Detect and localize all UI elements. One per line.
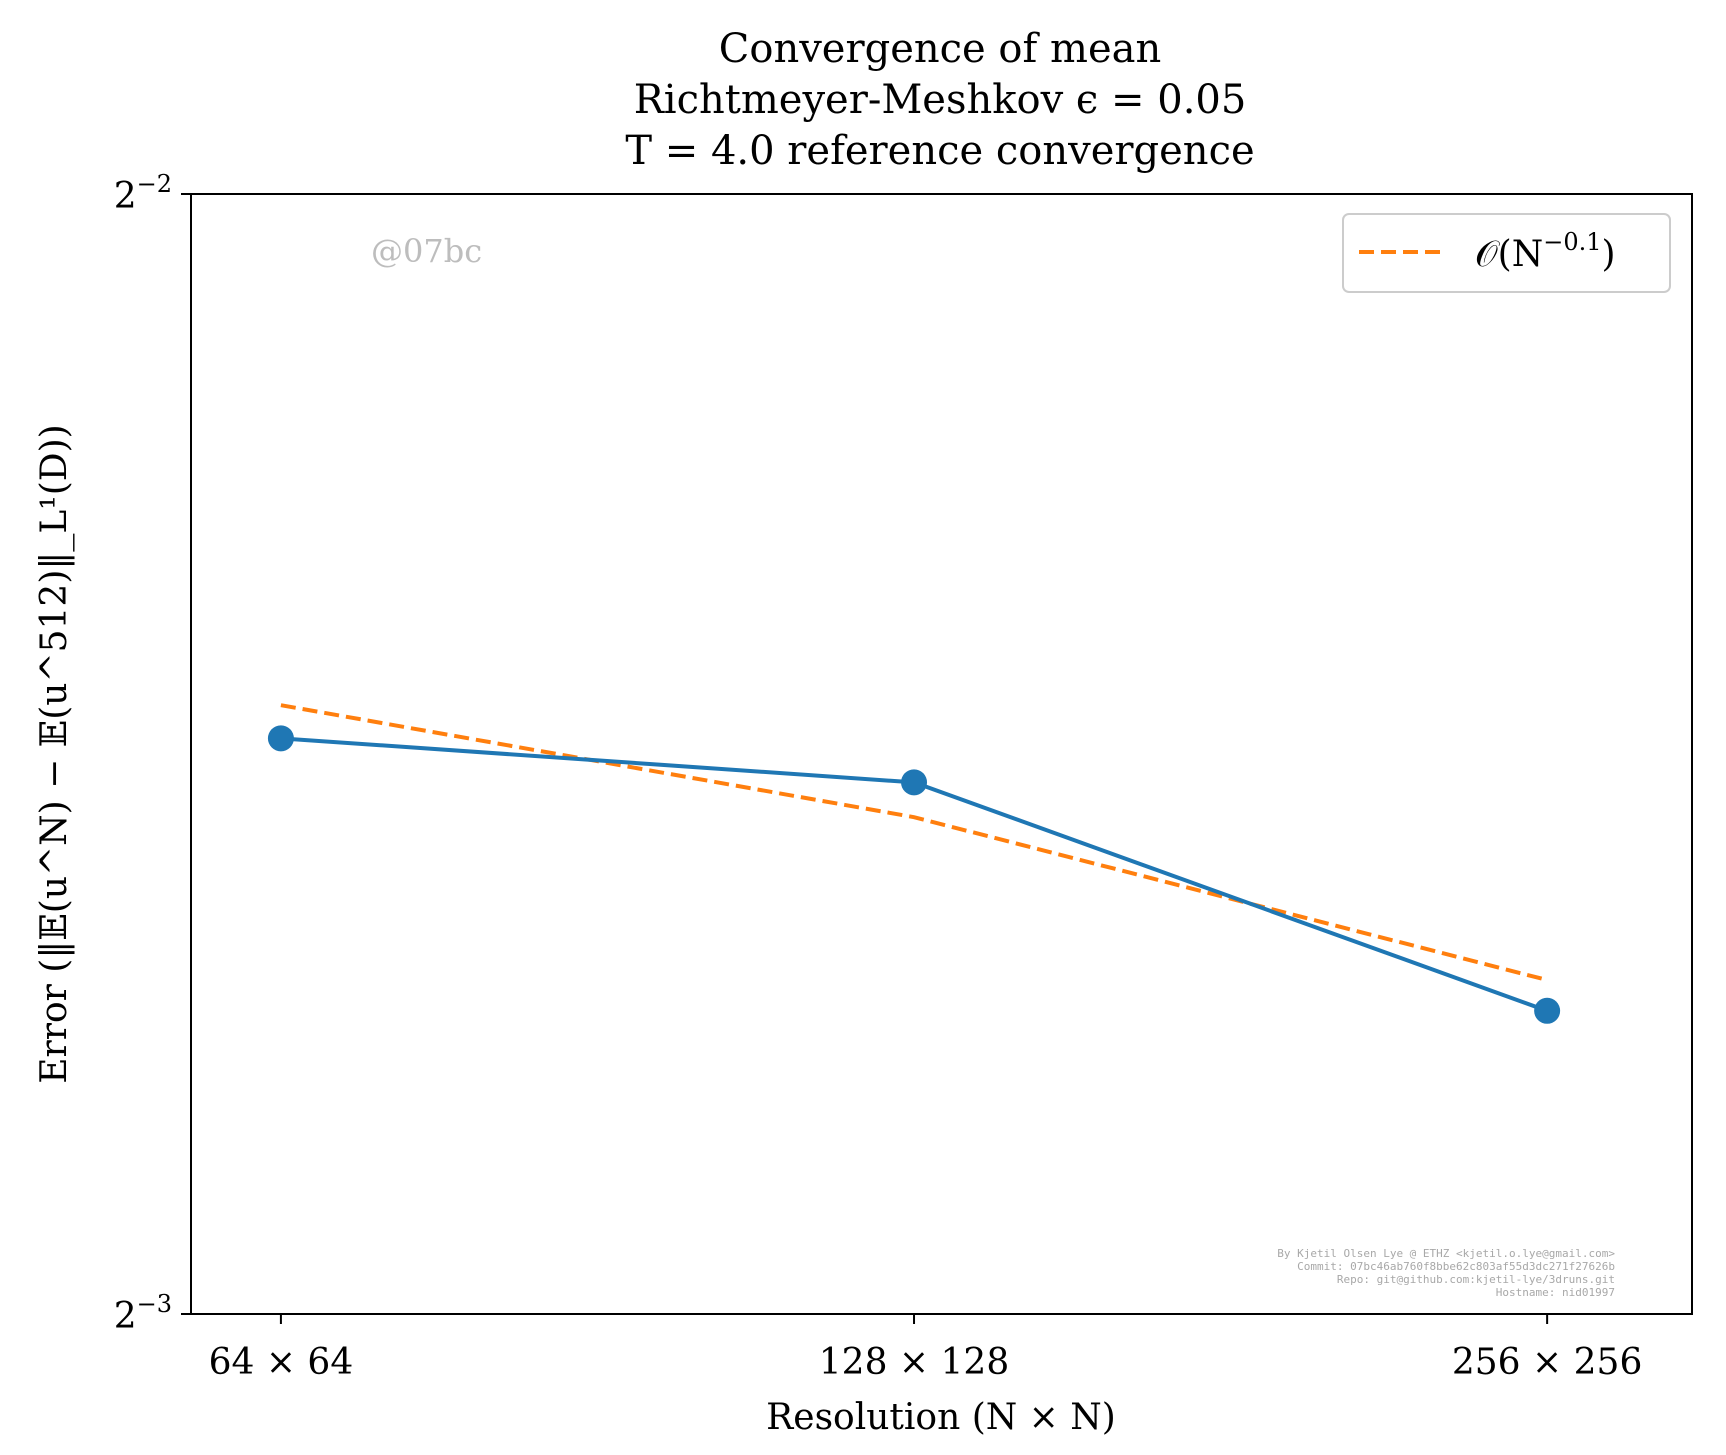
- credit-line-4: Hostname: nid01997: [1496, 1286, 1615, 1299]
- y-tick-label-2: 2−2: [114, 170, 172, 217]
- data-point-2: [901, 769, 928, 796]
- y-tick-label-1: 2−3: [114, 1290, 172, 1337]
- x-tick-label-2: 128 × 128: [819, 1342, 1009, 1383]
- data-point-3: [1534, 997, 1561, 1024]
- chart-title-line-3: T = 4.0 reference convergence: [625, 128, 1254, 174]
- legend: 𝒪(N−0.1): [1342, 213, 1671, 293]
- credit-line-1: By Kjetil Olsen Lye @ ETHZ <kjetil.o.lye…: [1277, 1247, 1615, 1260]
- y-axis: 2−3 2−2 Error (‖𝔼(u^N) − 𝔼(u^512)‖_L¹(D)…: [34, 170, 191, 1337]
- x-tick-label-1: 64 × 64: [209, 1342, 354, 1383]
- x-tick-label-3: 256 × 256: [1452, 1342, 1642, 1383]
- credit-line-3: Repo: git@github.com:kjetil-lye/3druns.g…: [1337, 1273, 1615, 1286]
- credits: By Kjetil Olsen Lye @ ETHZ <kjetil.o.lye…: [1277, 1247, 1615, 1299]
- x-axis-label: Resolution (N × N): [766, 1397, 1116, 1438]
- credit-line-2: Commit: 07bc46ab760f8bbe62c803af55d3dc27…: [1297, 1260, 1615, 1273]
- watermark: @07bc: [371, 232, 482, 270]
- data-point-1: [267, 725, 294, 752]
- legend-box: [1342, 213, 1671, 293]
- x-axis: 64 × 64 128 × 128 256 × 256 Resolution (…: [209, 1314, 1642, 1438]
- series-line-reference: [280, 703, 1548, 982]
- y-axis-label: Error (‖𝔼(u^N) − 𝔼(u^512)‖_L¹(D)): [34, 424, 75, 1083]
- chart-title-line-1: Convergence of mean: [719, 26, 1161, 72]
- legend-label-reference: 𝒪(N−0.1): [1475, 228, 1616, 275]
- chart-title-line-2: Richtmeyer-Meshkov ϵ = 0.05: [634, 77, 1247, 123]
- plot-area: [190, 193, 1693, 1315]
- series-layer: [267, 703, 1561, 1024]
